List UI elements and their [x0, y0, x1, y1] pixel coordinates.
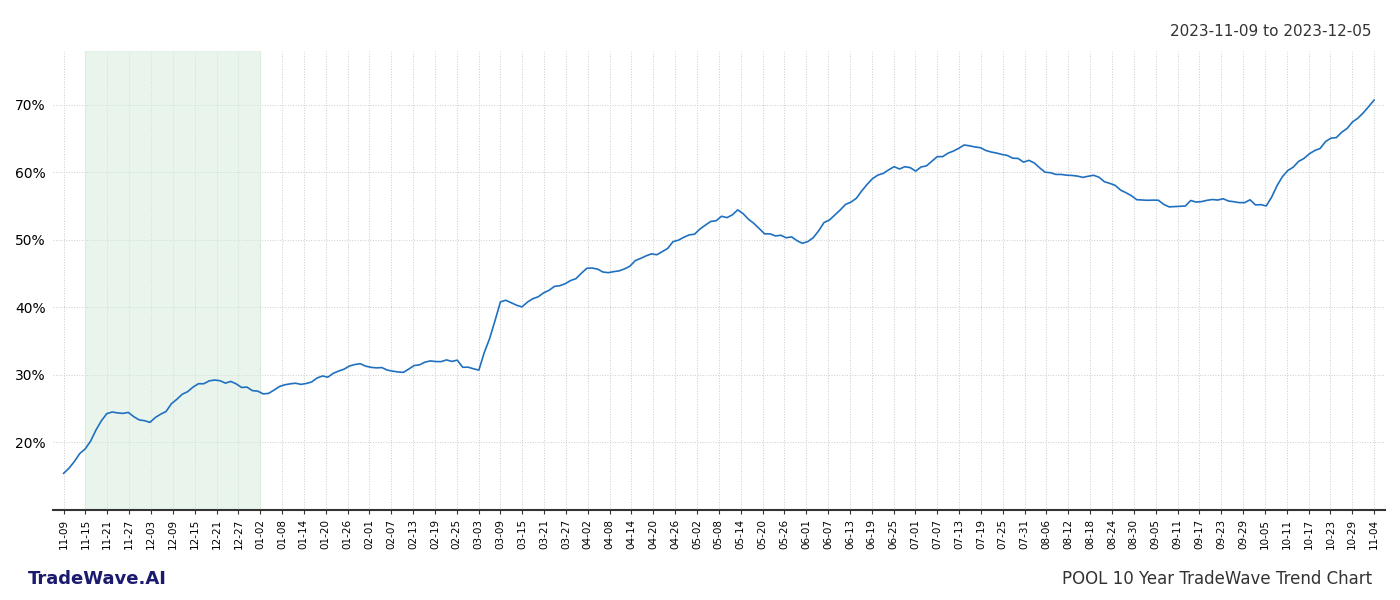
Text: POOL 10 Year TradeWave Trend Chart: POOL 10 Year TradeWave Trend Chart	[1061, 570, 1372, 588]
Bar	[85, 51, 260, 510]
Text: 2023-11-09 to 2023-12-05: 2023-11-09 to 2023-12-05	[1170, 24, 1372, 39]
Text: TradeWave.AI: TradeWave.AI	[28, 570, 167, 588]
